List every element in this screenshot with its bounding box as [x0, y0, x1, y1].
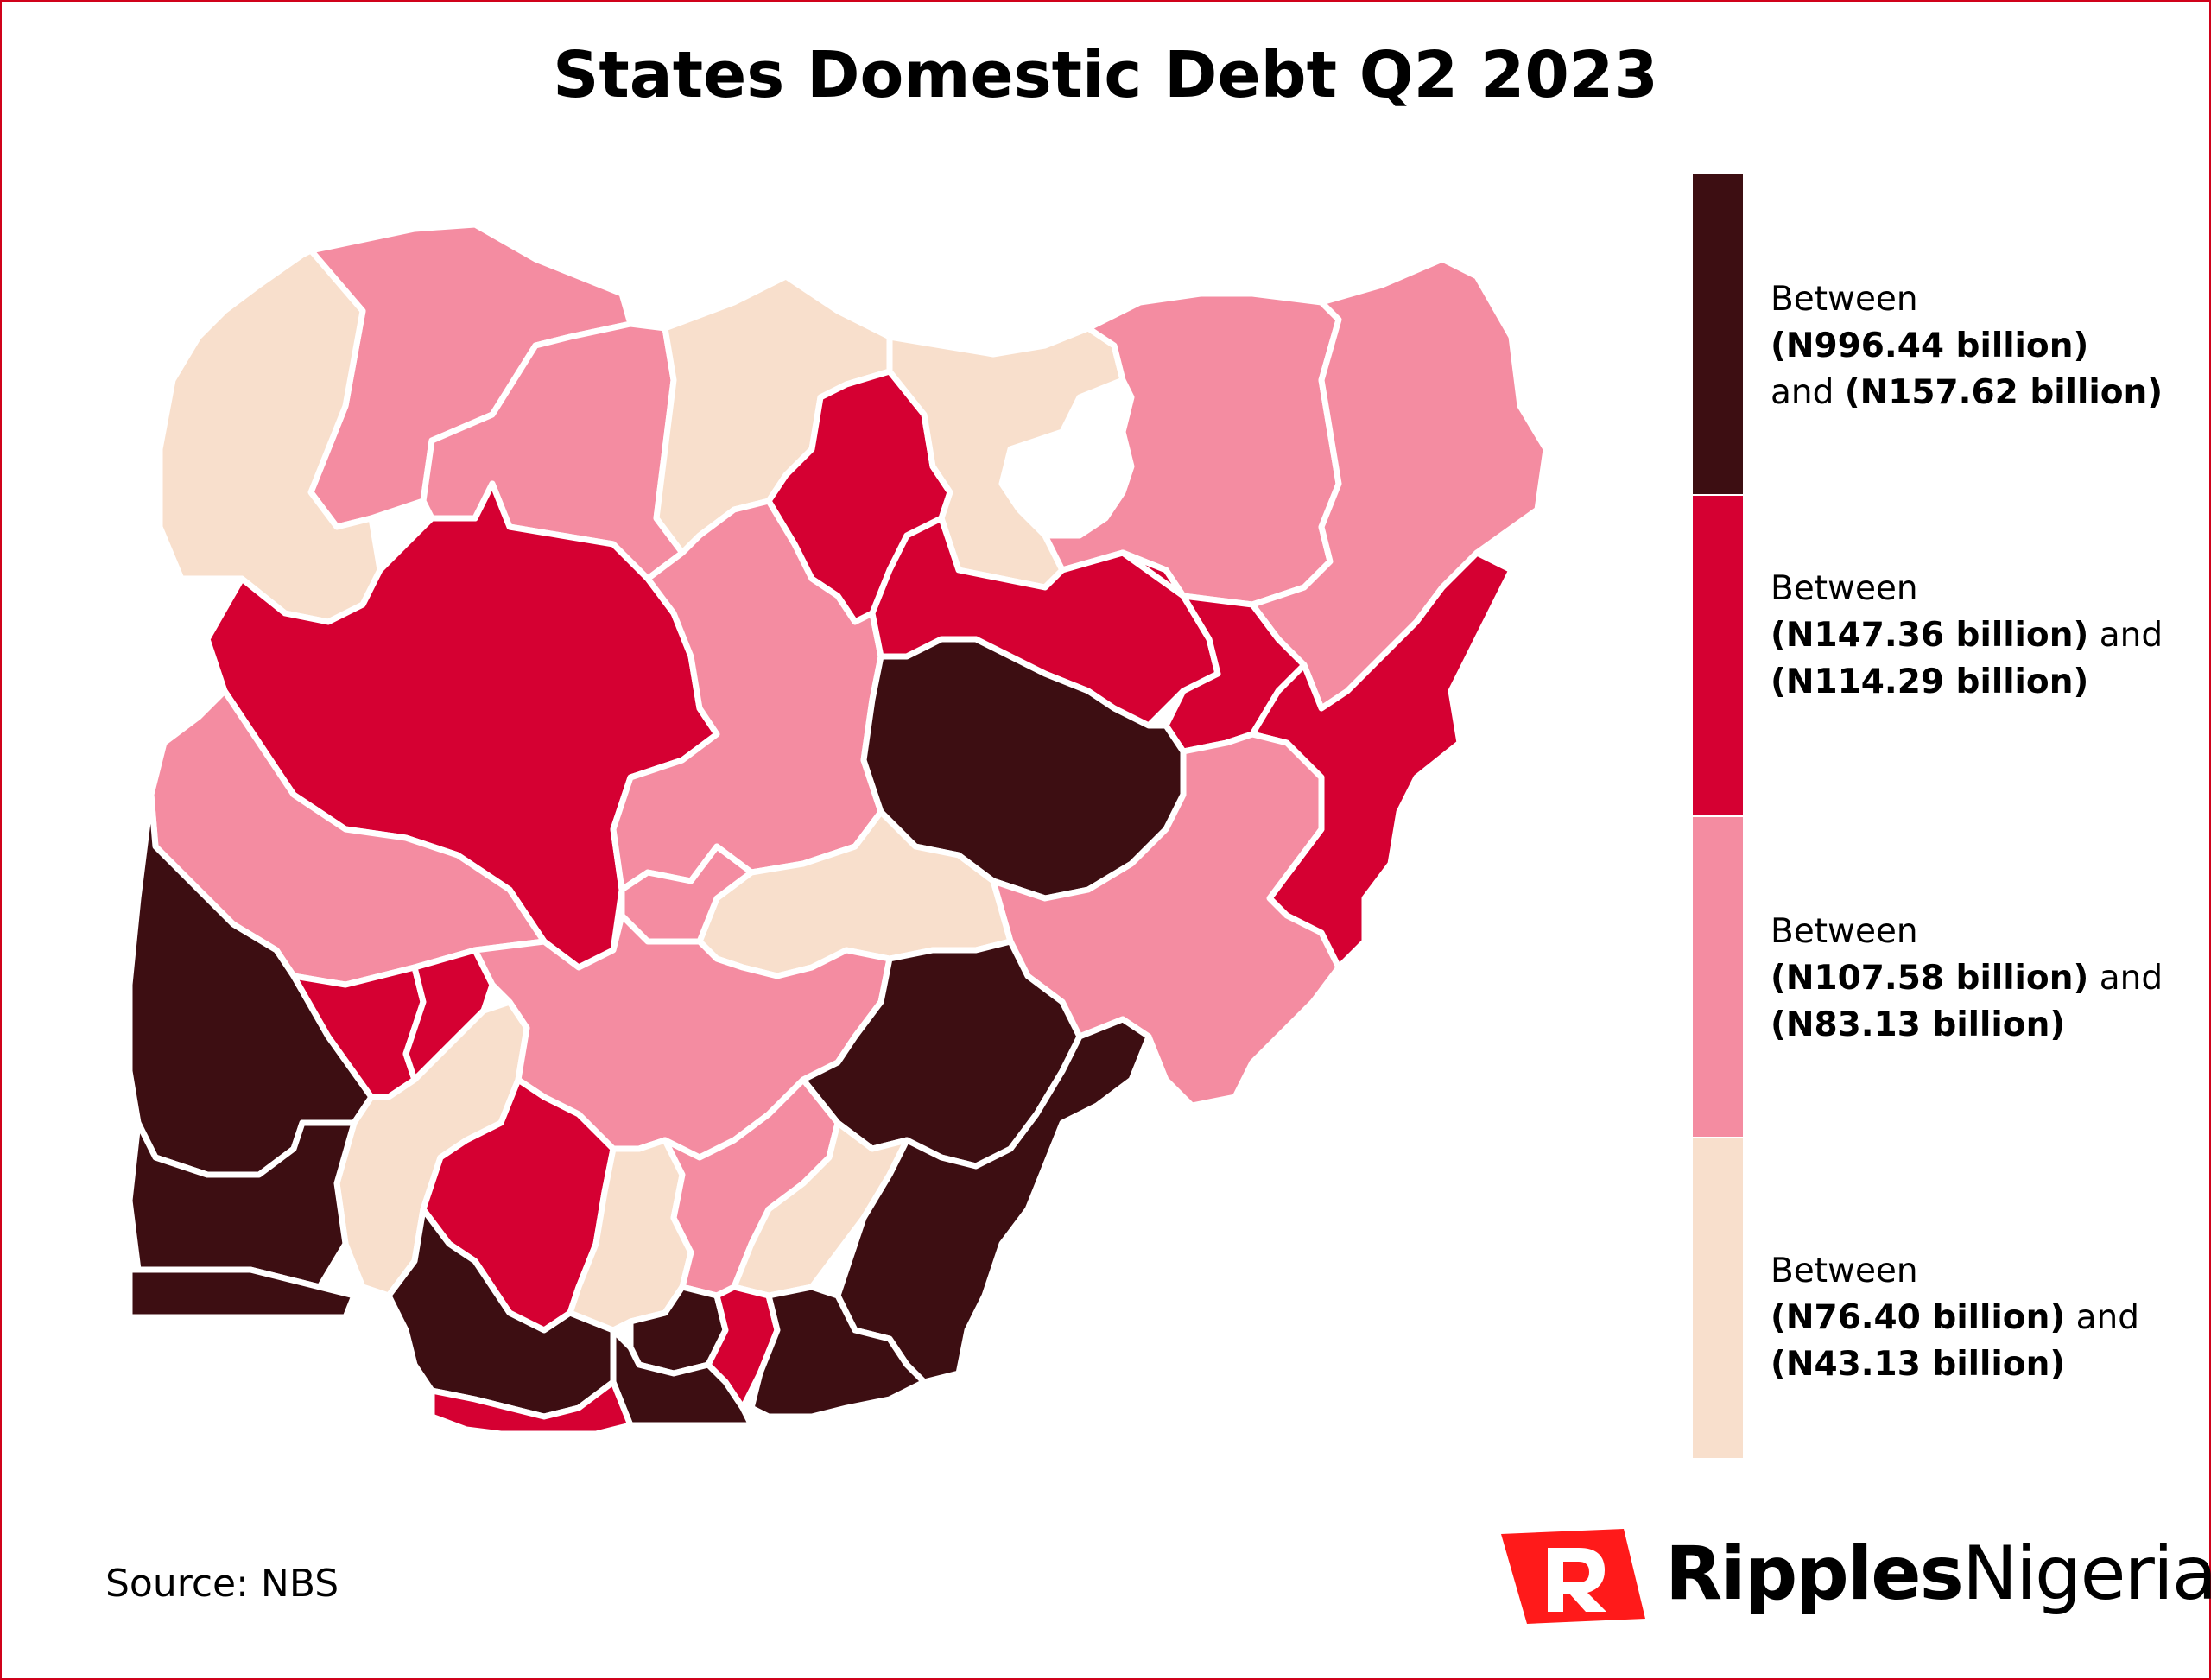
legend-high: (N43.13 billion) [1771, 1345, 2066, 1384]
legend-and: and [2075, 1298, 2139, 1337]
legend-prefix: Between [1771, 569, 1918, 608]
state-lagos[interactable] [130, 1266, 358, 1321]
legend-and: and [2099, 959, 2163, 998]
state-fct[interactable] [618, 843, 755, 945]
legend-swatch-tier3 [1693, 817, 1743, 1137]
legend-low: (N996.44 billion) [1771, 326, 2089, 365]
state-taraba[interactable] [990, 731, 1342, 1109]
legend-low: (N147.36 billion) [1771, 616, 2089, 655]
legend-swatch-tier2 [1693, 496, 1743, 815]
legend-high: (N157.62 billion) [1844, 373, 2163, 412]
brand-part2: Nigeria [1961, 1531, 2211, 1617]
legend-prefix: Between [1771, 280, 1918, 319]
legend-low: (N76.40 billion) [1771, 1298, 2066, 1337]
legend-low: (N107.58 billion) [1771, 959, 2089, 998]
legend-entry-tier2: Between (N147.36 billion) and (N114.29 b… [1771, 566, 2163, 706]
legend-prefix: Between [1771, 1252, 1918, 1290]
legend-swatch-tier1 [1693, 174, 1743, 494]
state-bayelsa[interactable] [428, 1379, 634, 1434]
legend-entry-tier3: Between (N107.58 billion) and (N83.13 bi… [1771, 909, 2163, 1049]
state-jigawa[interactable] [886, 325, 1126, 591]
ripples-logo-icon [1501, 1529, 1645, 1624]
nigeria-map [130, 221, 1549, 1434]
legend-color-bar [1693, 174, 1743, 1460]
legend-and: and [2099, 616, 2163, 655]
legend-entry-tier4: Between (N76.40 billion) and (N43.13 bil… [1771, 1248, 2139, 1388]
source-note: Source: NBS [105, 1562, 339, 1606]
map-title: States Domestic Debt Q2 2023 [553, 38, 1658, 112]
legend-prefix: Between [1771, 912, 1918, 951]
brand-wordmark: RipplesNigeria [1665, 1531, 2211, 1617]
brand-part1: Ripples [1665, 1531, 1964, 1617]
state-abia[interactable] [705, 1284, 781, 1411]
legend-and: and [1771, 373, 1834, 412]
legend-swatch-tier4 [1693, 1138, 1743, 1458]
legend-entry-tier1: Between (N996.44 billion) and (N157.62 b… [1771, 276, 2163, 416]
legend-high: (N114.29 billion) [1771, 662, 2089, 701]
state-akwa-ibom[interactable] [748, 1284, 928, 1420]
legend-high: (N83.13 billion) [1771, 1005, 2066, 1044]
